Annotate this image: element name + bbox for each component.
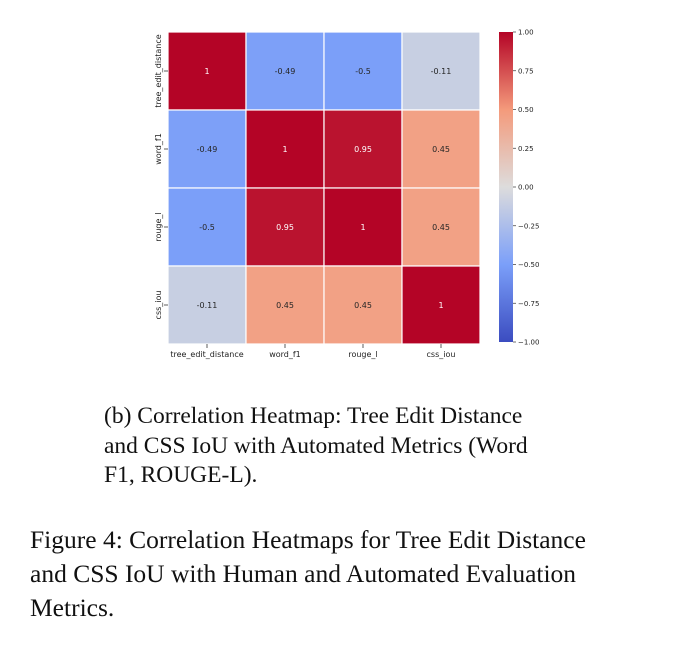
colorbar-tick-label: 0.00 (518, 184, 534, 192)
heatmap-cell-value: 1 (204, 67, 209, 76)
x-tick-label: word_f1 (269, 350, 301, 359)
colorbar-tick-label: 1.00 (518, 29, 534, 37)
colorbar-tick-label: −0.50 (518, 261, 539, 269)
colorbar-tick-label: 0.75 (518, 67, 534, 75)
x-tick-label: tree_edit_distance (170, 350, 243, 359)
heatmap-row-labels: tree_edit_distance word_f1 rouge_l css_iou (154, 34, 168, 319)
heatmap-cell-value: 1 (360, 223, 365, 232)
heatmap-cell-value: 0.45 (276, 301, 294, 310)
heatmap-cell-value: 1 (438, 301, 443, 310)
colorbar-tick-label: 0.50 (518, 106, 534, 114)
figure-caption: Figure 4: Correlation Heatmaps for Tree … (30, 525, 586, 622)
heatmap-cell-value: 0.45 (432, 145, 450, 154)
x-tick-label: rouge_l (348, 350, 377, 359)
heatmap-cell-value: 0.45 (432, 223, 450, 232)
heatmap-cell-value: -0.11 (431, 67, 452, 76)
heatmap-cell-value: 0.45 (354, 301, 372, 310)
heatmap-cell (245, 187, 325, 267)
colorbar-gradient (499, 32, 513, 342)
colorbar-tick-label: −1.00 (518, 339, 539, 347)
colorbar-tick-label: 0.25 (518, 145, 534, 153)
y-tick-label: tree_edit_distance (154, 34, 163, 107)
heatmap-cell (401, 265, 481, 345)
heatmap-cell (401, 109, 481, 189)
heatmap-cell-value: -0.49 (275, 67, 296, 76)
heatmap-cell-value: -0.49 (197, 145, 218, 154)
colorbar: 1.00 0.75 0.50 0.25 0.00 −0.25 −0.50 −0.75 −1.00 (499, 29, 539, 347)
heatmap-cell-value: 1 (282, 145, 287, 154)
heatmap-cell (245, 31, 325, 111)
x-tick-label: css_iou (427, 350, 456, 359)
heatmap-cell (401, 187, 481, 267)
colorbar-tick-label: −0.25 (518, 222, 539, 230)
subcaption: (b) Correlation Heatmap: Tree Edit Dista… (104, 403, 528, 488)
heatmap-cell-value: -0.5 (199, 223, 215, 232)
colorbar-tick-label: −0.75 (518, 300, 539, 308)
heatmap-cell (245, 109, 325, 189)
y-tick-label: css_iou (154, 291, 163, 320)
heatmap-cells: 1 -0.49 -0.5 -0.11 -0.49 1 0.95 0.45 -0.5 0.95 1 0.… (167, 31, 481, 345)
heatmap-cell-value: 0.95 (276, 223, 294, 232)
heatmap-cell-value: -0.5 (355, 67, 371, 76)
y-tick-label: word_f1 (154, 133, 163, 165)
heatmap-cell-value: 0.95 (354, 145, 372, 154)
heatmap-cell (167, 31, 247, 111)
heatmap-cell (401, 31, 481, 111)
correlation-heatmap: 1 -0.49 -0.5 -0.11 -0.49 1 0.95 0.45 -0.5 0.95 1 0.… (154, 29, 539, 360)
heatmap-cell-value: -0.11 (197, 301, 218, 310)
heatmap-col-labels: tree_edit_distance word_f1 rouge_l css_iou (170, 344, 455, 359)
heatmap-cell (245, 265, 325, 345)
heatmap-cell (323, 31, 403, 111)
y-tick-label: rouge_l (154, 212, 163, 241)
